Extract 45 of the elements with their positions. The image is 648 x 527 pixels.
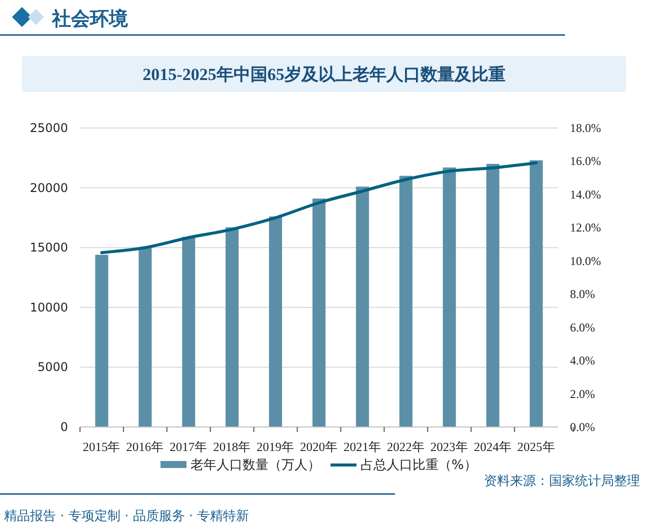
bar [95, 254, 108, 427]
bar [530, 160, 543, 427]
y2-tick-label: 0.0% [570, 420, 595, 434]
text: 资料来源：国家统计局整理 [484, 473, 640, 489]
y2-tick-label: 10.0% [570, 254, 601, 268]
bar [138, 248, 152, 427]
y2-tick-label: 18.0% [570, 121, 601, 135]
x-tick-label: 2020年 [300, 440, 338, 454]
y-tick-label: 5000 [37, 360, 68, 374]
bar [226, 227, 239, 427]
y2-tick-label: 4.0% [570, 354, 595, 368]
legend-label: 占总人口比重（%） [360, 458, 477, 473]
x-tick-label: 2025年 [517, 440, 556, 454]
bar [312, 198, 326, 427]
legend-label: 老年人口数量（万人） [190, 458, 320, 473]
x-tick-label: 2016年 [126, 440, 164, 454]
x-tick-label: 2018年 [213, 440, 252, 454]
y2-tick-label: 14.0% [570, 187, 601, 202]
chart-title: 2015-2025年中国65岁及以上老年人口数量及比重 [142, 65, 506, 84]
bar [399, 176, 412, 427]
x-tick-label: 2022年 [386, 440, 425, 454]
x-tick-label: 2019年 [256, 440, 295, 454]
bar [442, 167, 456, 427]
bar [269, 216, 282, 427]
chart-subtitle: 社会环境 [51, 8, 128, 30]
x-tick-label: 2017年 [170, 440, 208, 454]
bar [486, 164, 500, 427]
x-tick-label: 2024年 [474, 440, 512, 454]
bar [182, 236, 196, 427]
y2-tick-label: 12.0% [570, 220, 601, 235]
y-tick-label: 0 [60, 420, 68, 434]
y-tick-label: 20000 [30, 180, 68, 195]
bar [356, 186, 369, 427]
line-series [100, 161, 538, 254]
y2-tick-label: 16.0% [570, 154, 601, 168]
y2-tick-label: 6.0% [570, 320, 595, 334]
x-tick-label: 2015年 [82, 440, 121, 454]
y2-tick-label: 2.0% [570, 386, 595, 401]
x-tick-label: 2021年 [343, 440, 382, 454]
x-tick-label: 2023年 [430, 440, 468, 454]
text: 精品报告 · 专项定制 · 品质服务 · 专精特新 [4, 509, 250, 524]
y-tick-label: 15000 [30, 240, 68, 255]
y-tick-label: 25000 [30, 121, 68, 135]
y-tick-label: 10000 [30, 300, 68, 314]
y2-tick-label: 8.0% [570, 287, 595, 302]
